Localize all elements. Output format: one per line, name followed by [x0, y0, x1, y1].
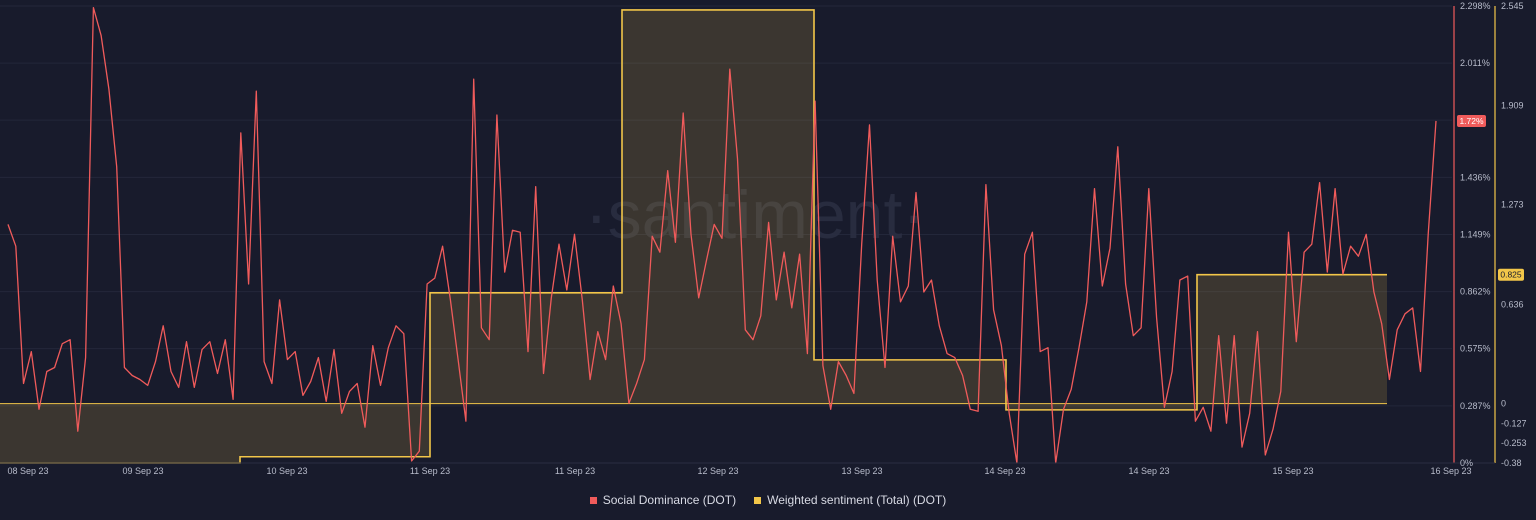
social-dominance-series: [7, 6, 1437, 464]
x-axis-labels: 08 Sep 23 09 Sep 23 10 Sep 23 11 Sep 23 11 S…: [7, 466, 1471, 476]
y-right-tick-label-1: 1.909: [1501, 100, 1524, 110]
x-tick-label-6: 13 Sep 23: [841, 466, 882, 476]
y-axis-left: 2.298% 2.011% 1.436% 1.149% 0.862% 0.575% 0.28…: [1460, 1, 1491, 468]
x-tick-label-2: 10 Sep 23: [266, 466, 307, 476]
x-tick-label-9: 15 Sep 23: [1272, 466, 1313, 476]
social-dominance-line: [7, 6, 1437, 464]
y-left-tick-label-4: 1.149%: [1460, 230, 1491, 240]
y-left-tick-label-5: 0.862%: [1460, 287, 1491, 297]
y-left-tick-label-6: 0.575%: [1460, 344, 1491, 354]
x-tick-label-1: 09 Sep 23: [122, 466, 163, 476]
y-right-tick-label-2: 1.273: [1501, 200, 1524, 210]
weighted-sentiment-value-label: 0.825: [1500, 270, 1522, 280]
legend-item-weighted-sentiment[interactable]: Weighted sentiment (Total) (DOT): [754, 493, 946, 507]
social-dominance-value-badge: [1457, 114, 1486, 127]
weighted-sentiment-line: [0, 9, 1387, 464]
x-tick-label-3: 11 Sep 23: [410, 466, 450, 476]
legend-item-social-dominance[interactable]: Social Dominance (DOT): [589, 493, 737, 507]
y-left-tick-label-7: 0.287%: [1460, 401, 1491, 411]
y-right-tick-label-0: 2.545: [1501, 1, 1524, 11]
y-right-tick-label-4: 0: [1501, 399, 1506, 409]
y-left-tick-label-0: 2.298%: [1460, 1, 1491, 11]
value-badges: 1.72% 0.825: [1457, 114, 1524, 281]
x-tick-label-10: 16 Sep 23: [1430, 466, 1471, 476]
y-left-tick-label-8: 0%: [1460, 458, 1473, 468]
social-dominance-swatch: [589, 496, 597, 504]
social-dominance-value-label: 1.72%: [1459, 116, 1484, 126]
y-right-tick-label-7: -0.38: [1501, 458, 1522, 468]
y-right-tick-label-3: 0.636: [1501, 299, 1524, 309]
legend: Social Dominance (DOT) Weighted sentimen…: [0, 490, 1536, 510]
x-tick-label-7: 14 Sep 23: [984, 466, 1025, 476]
y-axis-right: 2.545 1.909 1.273 0.636 0 -0.127 -0.253 -0.38: [1501, 1, 1527, 468]
watermark: ·santiment·: [585, 177, 925, 253]
x-tick-label-4: 11 Sep 23: [555, 466, 595, 476]
y-left-tick-label-3: 1.436%: [1460, 172, 1491, 182]
y-right-tick-label-6: -0.253: [1501, 438, 1527, 448]
legend-label-weighted-sentiment: Weighted sentiment (Total) (DOT): [767, 493, 947, 507]
y-right-tick-label-5: -0.127: [1501, 418, 1527, 428]
x-tick-label-0: 08 Sep 23: [7, 466, 48, 476]
weighted-sentiment-area: [0, 9, 1387, 464]
weighted-sentiment-value-badge: [1498, 268, 1524, 281]
x-tick-label-5: 12 Sep 23: [697, 466, 738, 476]
y-left-tick-label-1: 2.011%: [1460, 58, 1490, 68]
x-tick-label-8: 14 Sep 23: [1128, 466, 1169, 476]
weighted-sentiment-swatch: [754, 496, 762, 504]
axes: [0, 6, 1496, 464]
legend-label-social-dominance: Social Dominance (DOT): [602, 493, 737, 507]
weighted-sentiment-series: [0, 9, 1387, 464]
